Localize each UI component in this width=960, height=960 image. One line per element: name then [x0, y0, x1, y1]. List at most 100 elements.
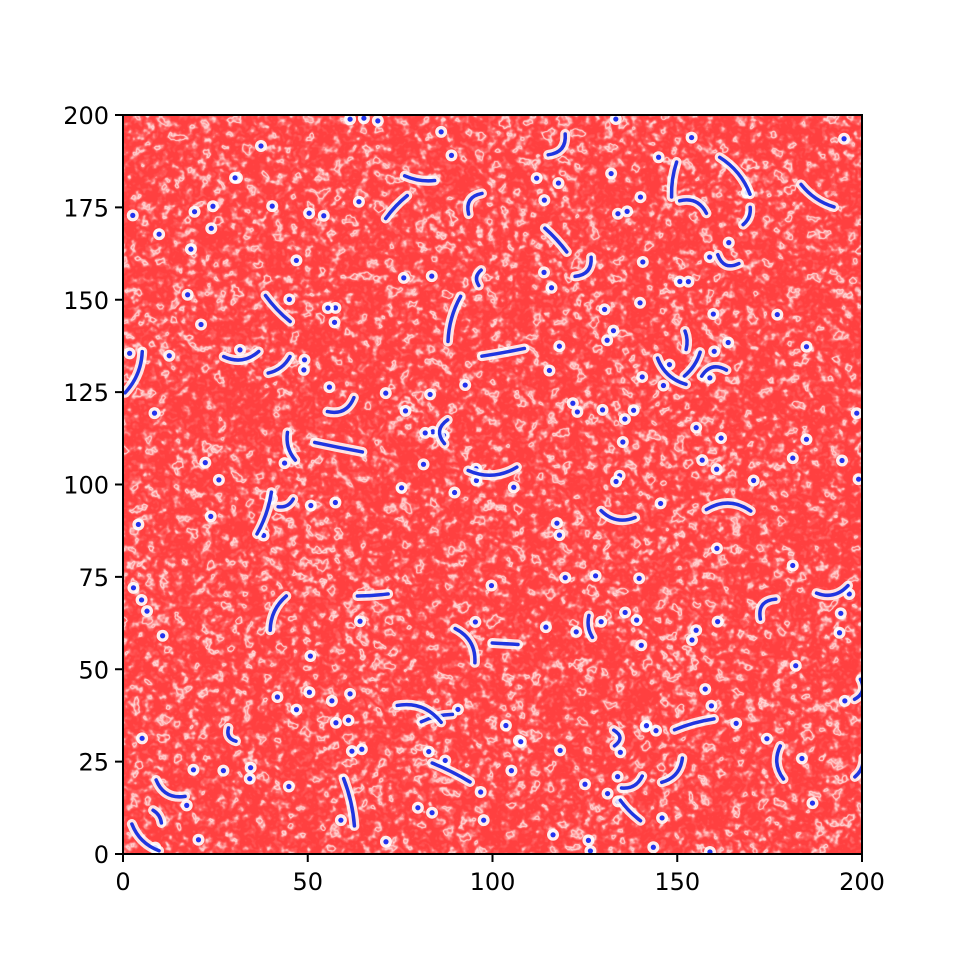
spot-core — [708, 703, 715, 709]
filament-core — [573, 255, 593, 279]
spot-core — [554, 520, 560, 526]
spot-core — [191, 209, 198, 215]
spot-core — [281, 460, 288, 466]
filament-core — [775, 744, 786, 781]
spot-core — [130, 585, 137, 591]
spot-core — [643, 723, 650, 729]
spot-core — [640, 259, 646, 265]
spot-core — [258, 143, 264, 149]
spot-core — [166, 353, 172, 359]
spot-core — [856, 476, 862, 482]
spot-core — [347, 691, 353, 697]
spot-core — [518, 739, 524, 745]
spot-core — [190, 767, 197, 773]
spot-core — [685, 279, 691, 285]
filament-core — [799, 182, 836, 209]
spot-core — [714, 466, 720, 472]
filament-core — [221, 349, 261, 362]
y-tick-label: 75 — [78, 564, 109, 592]
filament-core — [395, 702, 443, 725]
spot-core — [842, 698, 848, 704]
filament-core — [312, 440, 365, 454]
spot-core — [574, 409, 580, 415]
spot-core — [195, 837, 202, 843]
spot-core — [188, 246, 194, 252]
spot-core — [332, 499, 338, 506]
spot-core — [455, 706, 461, 713]
spot-core — [613, 478, 619, 485]
spot-core — [725, 339, 731, 346]
spot-core — [799, 755, 805, 762]
spot-core — [689, 134, 695, 141]
spot-core — [534, 175, 540, 181]
plot-area — [123, 115, 862, 854]
spot-core — [854, 410, 860, 416]
spot-core — [338, 817, 344, 823]
spot-core — [274, 694, 281, 700]
filament-core — [618, 798, 643, 823]
spot-core — [604, 337, 610, 343]
spot-core — [620, 439, 626, 445]
spot-core — [707, 375, 713, 381]
spot-core — [841, 136, 847, 142]
filament-core — [716, 252, 741, 268]
filament-core — [474, 268, 483, 288]
spot-core — [415, 805, 421, 811]
filament-core — [814, 583, 850, 598]
spot-core — [448, 152, 455, 158]
spot-core — [427, 391, 433, 398]
spot-core — [693, 425, 699, 431]
spot-core — [398, 485, 405, 491]
spot-core — [138, 597, 145, 603]
spot-core — [208, 225, 214, 231]
filament-core — [758, 597, 778, 621]
spot-core — [503, 722, 509, 729]
filament-core — [446, 294, 463, 344]
spot-core — [331, 319, 338, 325]
spot-core — [634, 617, 640, 623]
x-tick-label: 50 — [292, 868, 323, 896]
spot-core — [774, 311, 780, 318]
spot-core — [587, 848, 594, 854]
filament-core — [226, 726, 238, 743]
spot-core — [442, 757, 448, 764]
spot-core — [707, 849, 713, 854]
spot-core — [301, 367, 307, 373]
filament-core — [453, 626, 477, 665]
spot-core — [610, 328, 617, 334]
filament-core — [325, 395, 356, 415]
filament-core — [437, 418, 450, 446]
spot-core — [617, 749, 623, 755]
spot-core — [184, 802, 190, 808]
spot-core — [426, 748, 432, 755]
y-tick-label: 0 — [94, 841, 109, 869]
spot-core — [359, 746, 365, 752]
spot-core — [151, 410, 158, 416]
spot-core — [144, 608, 150, 614]
spot-core — [307, 653, 313, 659]
spot-core — [481, 817, 487, 823]
spot-core — [585, 837, 592, 843]
spot-core — [710, 311, 716, 317]
filament-core — [741, 205, 753, 227]
y-tick-label: 50 — [78, 656, 109, 684]
spot-core — [613, 116, 619, 122]
spot-core — [714, 545, 720, 551]
spot-core — [803, 344, 810, 350]
spot-core — [543, 624, 549, 630]
filament-core — [266, 354, 292, 375]
spot-core — [677, 278, 683, 285]
spot-core — [608, 170, 614, 177]
spot-core — [653, 728, 659, 734]
spot-core — [422, 430, 428, 436]
spot-core — [438, 129, 444, 135]
spot-core — [751, 477, 757, 484]
spot-core — [639, 374, 645, 380]
filament-core — [255, 490, 274, 536]
spot-core — [715, 619, 721, 625]
spot-core — [306, 689, 312, 695]
spot-core — [656, 154, 662, 160]
spot-core — [357, 618, 363, 624]
spot-core — [210, 203, 216, 209]
